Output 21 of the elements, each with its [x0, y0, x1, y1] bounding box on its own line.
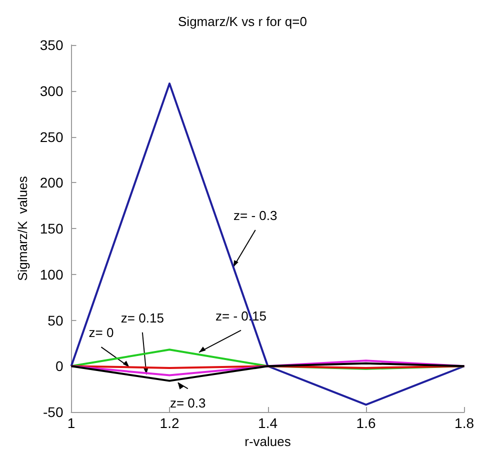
- x-tick-label: 1.4: [258, 415, 278, 431]
- y-tick-label: 0: [55, 358, 64, 374]
- x-tick-label: 1.8: [454, 415, 474, 431]
- x-tick-label: 1.6: [356, 415, 376, 431]
- y-axis-title: Sigmarz/K values: [15, 176, 30, 281]
- y-tick-label: 200: [40, 174, 64, 191]
- chart-title: Sigmarz/K vs r for q=0: [178, 14, 307, 29]
- x-axis-title: r-values: [244, 434, 292, 449]
- y-tick-label: 350: [40, 37, 64, 53]
- annotation: z= - 0.3: [234, 208, 278, 224]
- y-tick-label: 100: [40, 266, 64, 282]
- y-tick-label: -50: [43, 404, 64, 420]
- annotation: z= 0.15: [120, 310, 164, 326]
- x-tick-label: 1: [67, 415, 76, 431]
- annotation: z= 0.3: [170, 396, 206, 411]
- y-tick-label: 150: [40, 220, 64, 236]
- annotation: z= 0: [88, 325, 114, 340]
- y-tick-label: 300: [40, 82, 64, 99]
- y-tick-label: 250: [40, 128, 64, 145]
- y-tick-label: 50: [48, 312, 64, 328]
- x-tick-label: 1.2: [160, 415, 180, 431]
